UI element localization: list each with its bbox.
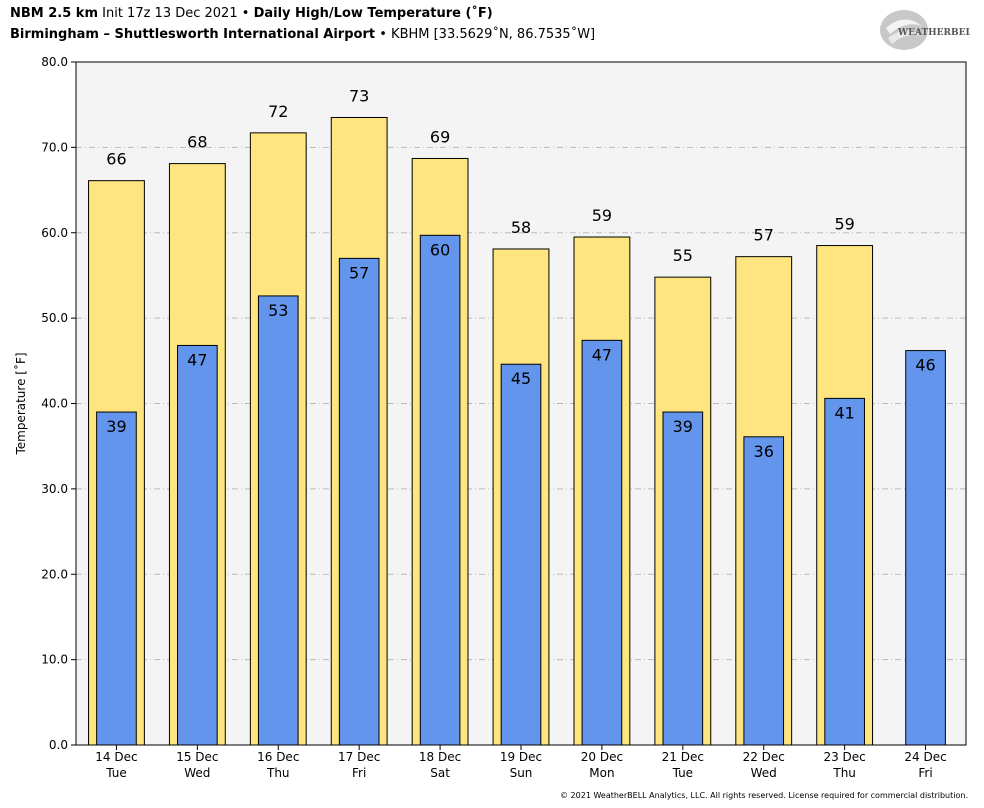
bar-low xyxy=(581,339,623,746)
x-tick-weekday: Fri xyxy=(918,766,932,780)
title-line-1: NBM 2.5 km Init 17z 13 Dec 2021 • Daily … xyxy=(10,6,493,21)
x-tick-weekday: Tue xyxy=(672,766,694,780)
x-tick-label: 21 Dec xyxy=(662,750,704,764)
bar-low xyxy=(500,363,542,746)
bar-low xyxy=(824,397,865,746)
low-value-label: 46 xyxy=(915,356,935,375)
x-tick-weekday: Thu xyxy=(266,766,290,780)
high-value-label: 57 xyxy=(754,226,774,245)
y-tick-label: 0.0 xyxy=(49,738,68,752)
high-value-label: 66 xyxy=(106,150,126,169)
bar-low xyxy=(257,295,299,746)
bar-low xyxy=(905,350,946,746)
bar-low xyxy=(662,411,704,746)
bar-low xyxy=(743,436,785,746)
high-value-label: 59 xyxy=(834,215,854,234)
low-value-label: 39 xyxy=(106,417,126,436)
init-time: Init 17z 13 Dec 2021 xyxy=(102,6,238,21)
x-tick-weekday: Sun xyxy=(510,766,533,780)
separator: • xyxy=(379,27,387,42)
low-value-label: 53 xyxy=(268,301,288,320)
y-tick-label: 40.0 xyxy=(41,397,68,411)
x-tick-label: 18 Dec xyxy=(419,750,461,764)
high-value-label: 72 xyxy=(268,102,288,121)
high-value-label: 59 xyxy=(592,206,612,225)
x-tick-weekday: Mon xyxy=(589,766,614,780)
x-tick-weekday: Thu xyxy=(832,766,856,780)
bar-low xyxy=(338,257,380,746)
bar-low xyxy=(177,344,218,746)
separator: • xyxy=(241,6,250,21)
bar-low xyxy=(419,234,461,746)
x-tick-weekday: Fri xyxy=(352,766,366,780)
logo-text: WEATHERBELL xyxy=(897,28,970,38)
y-tick-label: 80.0 xyxy=(41,55,68,69)
title-line-2: Birmingham – Shuttlesworth International… xyxy=(10,27,595,42)
low-value-label: 57 xyxy=(349,263,369,282)
y-tick-label: 30.0 xyxy=(41,482,68,496)
product-name: Daily High/Low Temperature (˚F) xyxy=(253,6,493,21)
x-tick-label: 20 Dec xyxy=(581,750,623,764)
x-tick-label: 17 Dec xyxy=(338,750,380,764)
y-tick-label: 70.0 xyxy=(41,140,68,154)
high-value-label: 69 xyxy=(430,127,450,146)
low-value-label: 47 xyxy=(187,350,207,369)
x-tick-label: 16 Dec xyxy=(257,750,299,764)
x-tick-weekday: Tue xyxy=(105,766,127,780)
x-tick-label: 15 Dec xyxy=(176,750,218,764)
copyright-notice: © 2021 WeatherBELL Analytics, LLC. All r… xyxy=(560,791,968,800)
low-value-label: 45 xyxy=(511,369,531,388)
x-tick-label: 19 Dec xyxy=(500,750,542,764)
location-name: Birmingham – Shuttlesworth International… xyxy=(10,27,376,42)
x-tick-label: 23 Dec xyxy=(823,750,865,764)
low-value-label: 39 xyxy=(673,417,693,436)
bar-low xyxy=(96,411,137,746)
station-info: KBHM [33.5629˚N, 86.7535˚W] xyxy=(391,27,596,42)
y-tick-label: 10.0 xyxy=(41,653,68,667)
low-value-label: 47 xyxy=(592,345,612,364)
low-value-label: 60 xyxy=(430,240,450,259)
x-tick-label: 14 Dec xyxy=(95,750,137,764)
low-value-label: 41 xyxy=(834,403,854,422)
x-tick-weekday: Sat xyxy=(430,766,450,780)
y-tick-label: 50.0 xyxy=(41,311,68,325)
x-tick-label: 22 Dec xyxy=(743,750,785,764)
weatherbell-logo: WEATHERBELL xyxy=(876,6,979,56)
high-value-label: 58 xyxy=(511,218,531,237)
logo-icon: WEATHERBELL xyxy=(880,10,979,50)
model-name: NBM 2.5 km xyxy=(10,6,98,21)
x-tick-label: 24 Dec xyxy=(904,750,946,764)
x-tick-weekday: Wed xyxy=(184,766,210,780)
plot-frame xyxy=(75,61,967,746)
high-value-label: 55 xyxy=(673,246,693,265)
high-value-label: 73 xyxy=(349,86,369,105)
low-value-label: 36 xyxy=(754,442,774,461)
x-tick-weekday: Wed xyxy=(751,766,777,780)
high-value-label: 68 xyxy=(187,133,207,152)
y-tick-label: 60.0 xyxy=(41,226,68,240)
y-axis-label: Temperature [˚F] xyxy=(13,352,28,455)
y-tick-label: 20.0 xyxy=(41,567,68,581)
